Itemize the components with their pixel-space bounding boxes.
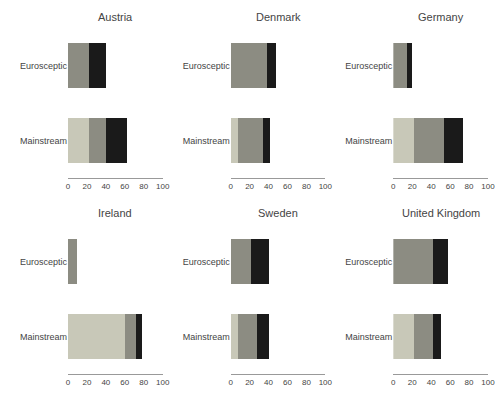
svg-text:Austria: Austria [98, 11, 133, 23]
svg-text:40: 40 [427, 182, 436, 191]
svg-text:100: 100 [481, 378, 495, 387]
svg-text:20: 20 [408, 182, 417, 191]
svg-text:100: 100 [319, 182, 333, 191]
svg-text:Mainstream: Mainstream [183, 136, 230, 146]
svg-text:80: 80 [465, 182, 474, 191]
svg-text:20: 20 [408, 378, 417, 387]
svg-text:60: 60 [446, 182, 455, 191]
svg-text:20: 20 [245, 182, 254, 191]
svg-text:Eurosceptic: Eurosceptic [183, 61, 231, 71]
svg-text:60: 60 [120, 378, 129, 387]
svg-text:0: 0 [391, 378, 396, 387]
svg-text:100: 100 [156, 378, 170, 387]
svg-text:60: 60 [283, 182, 292, 191]
svg-text:Mainstream: Mainstream [183, 332, 230, 342]
svg-text:0: 0 [66, 182, 71, 191]
svg-text:40: 40 [101, 182, 110, 191]
svg-text:40: 40 [427, 378, 436, 387]
svg-text:80: 80 [465, 378, 474, 387]
svg-text:20: 20 [82, 182, 91, 191]
svg-text:Ireland: Ireland [98, 207, 132, 219]
svg-text:Mainstream: Mainstream [345, 332, 392, 342]
svg-text:0: 0 [228, 182, 233, 191]
svg-text:Sweden: Sweden [258, 207, 298, 219]
svg-text:Eurosceptic: Eurosceptic [345, 257, 393, 267]
svg-text:Denmark: Denmark [256, 11, 301, 23]
svg-text:60: 60 [120, 182, 129, 191]
svg-text:80: 80 [139, 378, 148, 387]
svg-text:80: 80 [302, 378, 311, 387]
svg-text:0: 0 [228, 378, 233, 387]
svg-text:0: 0 [66, 378, 71, 387]
svg-text:Eurosceptic: Eurosceptic [20, 61, 68, 71]
svg-text:80: 80 [139, 182, 148, 191]
svg-text:Eurosceptic: Eurosceptic [345, 61, 393, 71]
svg-text:40: 40 [264, 378, 273, 387]
svg-text:Eurosceptic: Eurosceptic [20, 257, 68, 267]
svg-text:0: 0 [391, 182, 396, 191]
svg-text:Mainstream: Mainstream [20, 332, 67, 342]
svg-text:20: 20 [82, 378, 91, 387]
svg-text:Mainstream: Mainstream [20, 136, 67, 146]
svg-text:Germany: Germany [418, 11, 464, 23]
svg-text:60: 60 [283, 378, 292, 387]
svg-text:Eurosceptic: Eurosceptic [183, 257, 231, 267]
svg-text:60: 60 [446, 378, 455, 387]
svg-text:20: 20 [245, 378, 254, 387]
svg-text:100: 100 [156, 182, 170, 191]
svg-text:40: 40 [101, 378, 110, 387]
svg-text:United Kingdom: United Kingdom [402, 207, 480, 219]
svg-text:Mainstream: Mainstream [345, 136, 392, 146]
svg-text:80: 80 [302, 182, 311, 191]
svg-text:100: 100 [481, 182, 495, 191]
svg-text:40: 40 [264, 182, 273, 191]
svg-text:100: 100 [319, 378, 333, 387]
